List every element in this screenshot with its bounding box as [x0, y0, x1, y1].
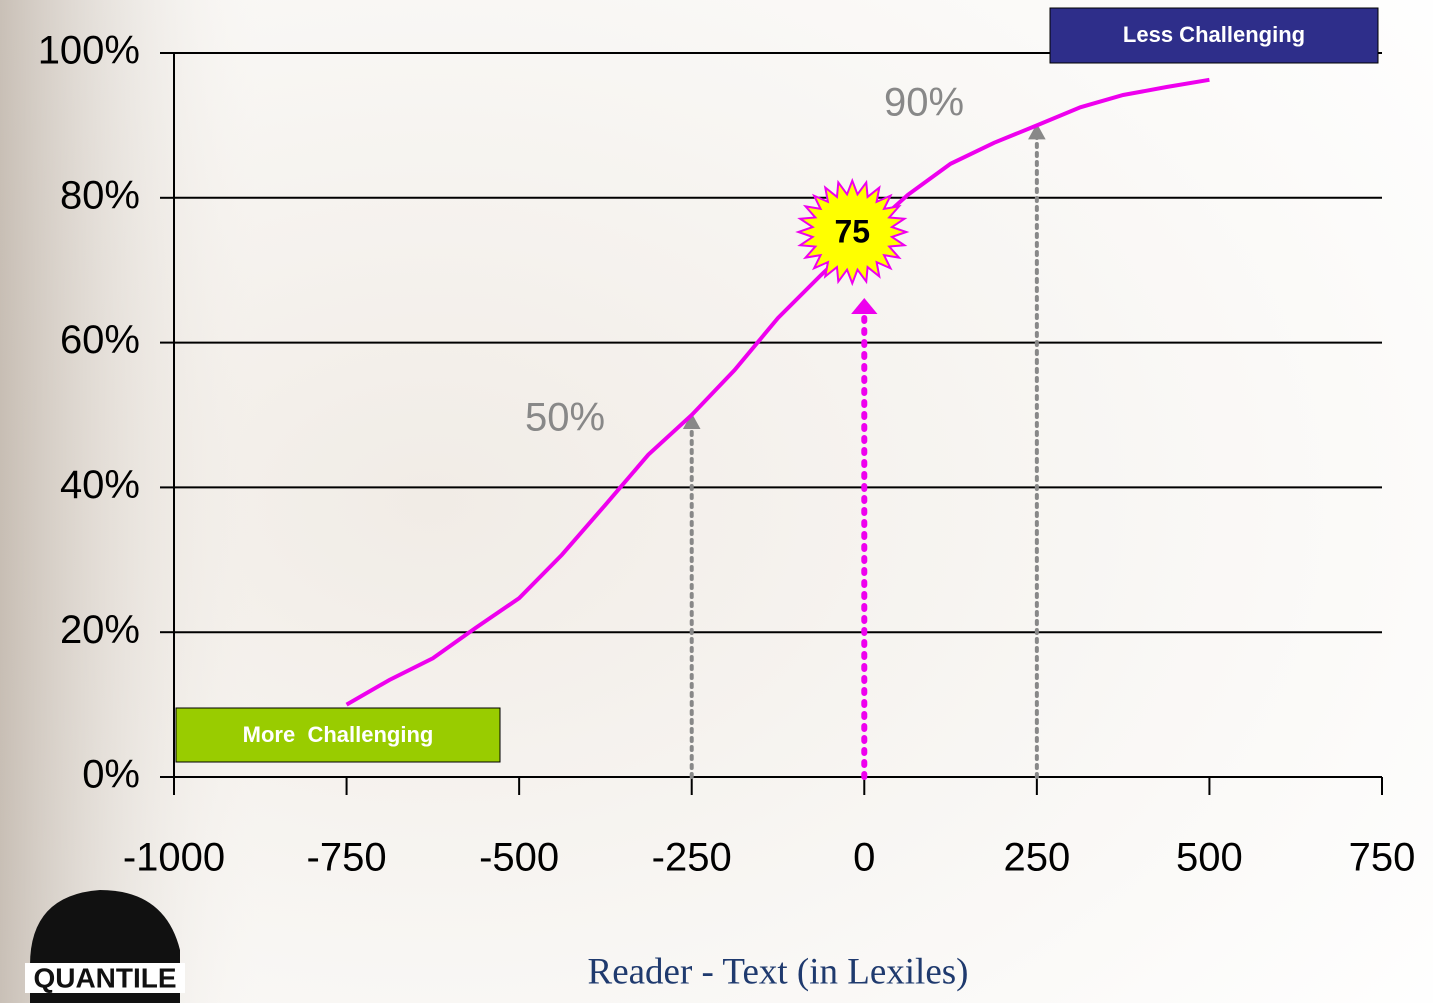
x-tick-label: -1000: [123, 836, 225, 880]
y-tick-label: 80%: [60, 173, 140, 217]
y-tick-label: 0%: [82, 753, 140, 797]
x-tick-label: 500: [1176, 836, 1243, 880]
x-tick-label: 250: [1003, 836, 1070, 880]
arrow-head: [851, 298, 878, 314]
x-axis-label: Reader - Text (in Lexiles): [588, 951, 969, 992]
arrow-head: [682, 413, 701, 429]
x-tick-label: 0: [853, 836, 875, 880]
arrow-head: [1028, 123, 1046, 140]
x-tick-label: -500: [479, 836, 559, 880]
background-photo: [0, 0, 260, 1003]
annotation-label: 50%: [525, 396, 605, 440]
more-label: More Challenging: [243, 722, 434, 747]
y-tick-label: 60%: [60, 318, 140, 362]
annotation-label: 90%: [884, 81, 964, 125]
logo-text: QUANTILE: [33, 962, 176, 993]
more-box: [175, 707, 501, 763]
y-tick-label: 100%: [38, 29, 140, 73]
y-tick-label: 20%: [60, 608, 140, 652]
x-tick-label: -750: [307, 836, 387, 880]
star-label: 75: [834, 213, 870, 249]
logo: QUANTILE: [25, 890, 185, 1003]
x-tick-label: 750: [1349, 836, 1416, 880]
line-series: [345, 77, 1210, 707]
star-marker: [795, 177, 910, 287]
less-label: Less Challenging: [1123, 22, 1305, 47]
less-box: [1049, 7, 1379, 64]
y-tick-label: 40%: [60, 463, 140, 507]
x-tick-label: -250: [652, 836, 732, 880]
